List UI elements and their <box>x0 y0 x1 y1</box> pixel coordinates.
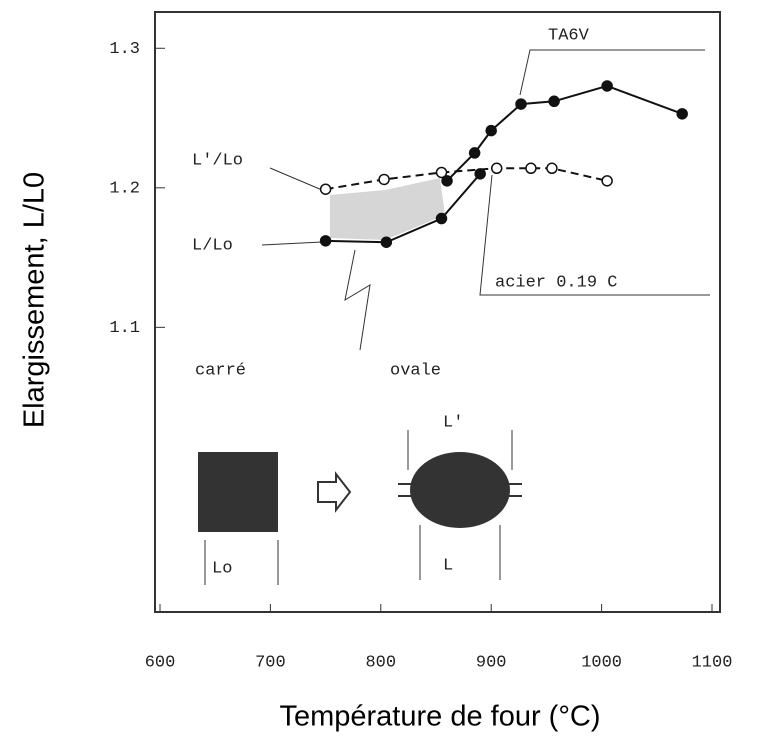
series-line <box>325 167 608 191</box>
annotation: Lo <box>212 559 232 578</box>
y-tick-label: 1.3 <box>109 40 140 59</box>
data-point <box>546 162 558 175</box>
annotation: L <box>443 556 453 575</box>
data-point <box>435 212 448 225</box>
y-tick-label: 1.2 <box>109 179 140 198</box>
data-point <box>468 147 481 159</box>
x-tick-label: 600 <box>145 653 176 672</box>
y-tick-label: 1.1 <box>109 319 140 338</box>
x-tick-label: 1000 <box>581 653 622 672</box>
series-label: L/Lo <box>192 236 233 255</box>
data-point <box>490 162 503 175</box>
data-point <box>485 124 497 137</box>
data-point <box>515 98 527 110</box>
data-point <box>548 95 560 108</box>
annotation: L' <box>443 413 463 432</box>
x-tick-label: 800 <box>365 653 396 672</box>
data-point <box>435 166 448 179</box>
data-point <box>380 236 393 248</box>
x-tick-label: 900 <box>476 653 507 672</box>
x-tick-label: 700 <box>255 653 286 672</box>
y-axis-title: Elargissement, L/L0 <box>19 172 51 428</box>
series-line <box>446 84 683 182</box>
data-point <box>601 80 613 92</box>
oval-section <box>410 452 510 528</box>
leader <box>261 241 323 246</box>
leader <box>269 167 323 191</box>
x-axis-title: Température de four (°C) <box>279 701 600 733</box>
series-label: L'/Lo <box>192 151 243 170</box>
plot-frame <box>154 11 721 613</box>
data-point <box>441 175 453 187</box>
hatched-region <box>330 178 445 240</box>
data-point <box>319 183 332 195</box>
data-point <box>676 108 688 120</box>
data-point <box>474 168 486 180</box>
annotation: acier 0.19 C <box>495 273 617 292</box>
data-point <box>319 235 332 247</box>
data-point <box>378 173 390 186</box>
leader <box>519 49 705 96</box>
data-point <box>601 175 613 187</box>
square-section <box>198 452 278 532</box>
series-label: TA6V <box>548 26 590 45</box>
leader <box>479 174 710 296</box>
x-tick-label: 1100 <box>692 653 733 672</box>
data-point <box>525 162 537 175</box>
annotation: carré <box>195 361 246 380</box>
annotation: ovale <box>390 361 441 380</box>
arrow <box>317 471 352 513</box>
series-line <box>325 173 481 244</box>
leader <box>344 249 371 351</box>
